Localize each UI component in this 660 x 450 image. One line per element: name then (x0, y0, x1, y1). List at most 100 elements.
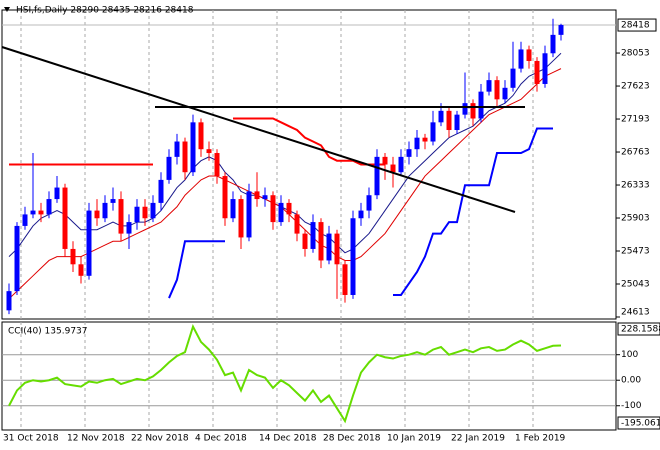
y-tick-label: 27193 (621, 115, 650, 125)
candle-body (214, 153, 220, 177)
candle-body (310, 222, 316, 249)
candle-body (374, 156, 380, 196)
candle-body (38, 210, 44, 215)
candle-body (102, 202, 108, 219)
y-tick-label: 26763 (621, 148, 650, 158)
candle-body (198, 122, 204, 150)
candle-body (206, 149, 212, 154)
candle-body (406, 149, 412, 157)
y-tick-label: 28053 (621, 49, 650, 59)
y-tick-label: 25043 (621, 280, 650, 290)
x-tick-label: 14 Dec 2018 (259, 434, 317, 444)
y-tick-label: 26333 (621, 181, 650, 191)
y-tick-label: 25903 (621, 214, 650, 224)
candle-body (230, 199, 236, 219)
candle-body (142, 206, 148, 219)
candle-body (86, 210, 92, 276)
y-tick-label: 0.00 (621, 376, 641, 386)
candle-body (14, 225, 20, 292)
indicator-line (8, 324, 562, 424)
candle-body (94, 210, 100, 219)
indicator-line (8, 68, 562, 300)
candle-body (78, 264, 84, 276)
candle-body (318, 222, 324, 261)
main-frame (1, 9, 617, 320)
candle-body (286, 202, 292, 215)
candle-body (110, 199, 116, 203)
cci-title: CCI(40) 135.9737 (8, 327, 88, 337)
candle-body (486, 80, 492, 92)
candle-body (126, 222, 132, 234)
y-tick-label: 27623 (621, 82, 650, 92)
candle-body (302, 233, 308, 249)
candle-body (526, 49, 532, 61)
indicator-line (393, 127, 553, 296)
candle-body (174, 141, 180, 157)
candle-body (294, 214, 300, 234)
y-tick-label: 24613 (621, 308, 650, 318)
candle-body (494, 80, 500, 100)
candle-body (30, 210, 36, 215)
plot-layer: 31 Oct 2018 12 Nov 2018 22 Nov 2018 4 Dec 2… (2, 10, 660, 444)
candle-body (454, 114, 460, 131)
candle-body (502, 87, 508, 100)
candle-body (430, 122, 436, 142)
candle-body (414, 137, 420, 150)
candle-body (558, 25, 564, 35)
x-tick-label: 4 Dec 2018 (195, 434, 247, 444)
scale-label-box (617, 322, 660, 336)
candle-body (390, 164, 396, 173)
candle-body (422, 137, 428, 142)
y-tick-label: -100 (621, 401, 642, 411)
x-tick-label: 31 Oct 2018 (3, 434, 59, 444)
candle-body (54, 187, 60, 200)
last-price-box (617, 18, 657, 32)
candle-body (6, 291, 12, 311)
trend-line (1, 46, 516, 213)
candle-body (438, 110, 444, 123)
candle-body (550, 34, 556, 54)
candle-body (518, 49, 524, 69)
cci-frame (1, 321, 617, 431)
candle-body (134, 206, 140, 223)
candle-body (470, 103, 476, 119)
candle-body (358, 210, 364, 219)
candle-body (262, 195, 268, 200)
candle-body (158, 179, 164, 203)
indicator-line (168, 240, 225, 299)
indicator-line (8, 52, 562, 257)
y-tick-label: -195.061 (621, 419, 660, 429)
candle-body (462, 103, 468, 115)
indicator-line (233, 117, 385, 166)
candle-body (62, 187, 68, 249)
candle-body (534, 60, 540, 84)
menu-icon (4, 7, 10, 12)
candle-body (246, 191, 252, 238)
candle-body (510, 68, 516, 88)
x-tick-label: 10 Jan 2019 (387, 434, 441, 444)
x-tick-label: 1 Feb 2019 (515, 434, 566, 444)
candle-body (342, 264, 348, 295)
candle-body (334, 233, 340, 265)
candle-body (70, 248, 76, 265)
candle-body (446, 110, 452, 131)
x-tick-label: 22 Nov 2018 (131, 434, 189, 444)
candle-body (190, 122, 196, 173)
last-price-label: 28418 (621, 21, 650, 31)
candle-body (350, 218, 356, 295)
chart-title: HSI,fs,Daily 28290 28435 28216 28418 (16, 6, 194, 16)
candle-body (542, 53, 548, 84)
scale-label-box (617, 416, 660, 430)
candle-body (46, 199, 52, 215)
candle-body (182, 141, 188, 173)
x-tick-label: 22 Jan 2019 (451, 434, 505, 444)
candle-body (238, 199, 244, 238)
y-tick-label: 228.1588 (621, 325, 660, 335)
candle-body (166, 156, 172, 180)
candle-body (270, 195, 276, 223)
candle-body (222, 176, 228, 219)
candle-body (278, 202, 284, 223)
x-tick-label: 12 Nov 2018 (67, 434, 125, 444)
